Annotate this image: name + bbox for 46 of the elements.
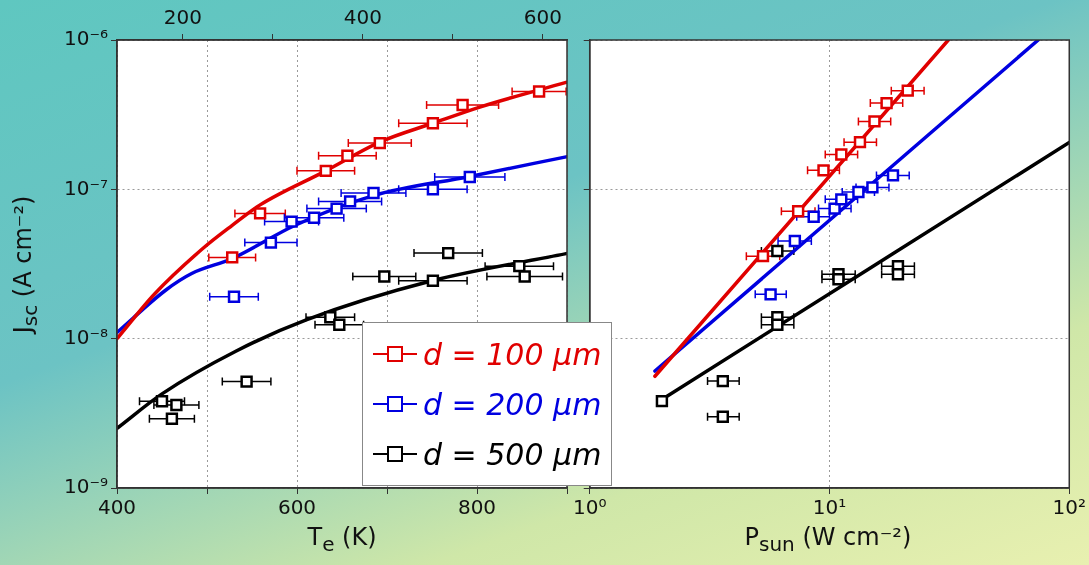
- point: [341, 149, 354, 162]
- point: [378, 270, 391, 283]
- point: [324, 311, 337, 324]
- point: [343, 195, 357, 208]
- legend-label: d = 200 μm: [423, 386, 602, 422]
- y-tick-label: 10⁻⁷: [63, 175, 108, 200]
- point: [226, 251, 239, 264]
- point: [367, 186, 380, 200]
- x-tick-label: 800: [457, 495, 497, 520]
- x2-tick-label: 200: [163, 5, 202, 30]
- line-series: [117, 155, 567, 335]
- point: [463, 170, 476, 184]
- point: [513, 259, 526, 273]
- point: [227, 290, 241, 303]
- point: [333, 318, 346, 331]
- point: [240, 375, 253, 388]
- legend-label: d = 500 μm: [423, 436, 602, 472]
- point: [456, 98, 469, 112]
- point: [330, 202, 343, 215]
- x-tick-label: 10²: [1052, 495, 1086, 520]
- x-tick-label: 10¹: [812, 495, 847, 520]
- point: [532, 85, 546, 98]
- point: [319, 164, 332, 178]
- point: [373, 136, 386, 150]
- point: [253, 207, 267, 220]
- point: [518, 270, 531, 283]
- point: [264, 236, 278, 249]
- point: [426, 117, 440, 130]
- x-tick-label: 600: [277, 495, 317, 520]
- x2-tick-label: 400: [343, 5, 382, 30]
- point: [442, 246, 455, 260]
- point: [165, 412, 179, 425]
- line-series: [117, 80, 567, 341]
- point: [170, 398, 183, 412]
- point: [307, 211, 321, 224]
- y-tick-label: 10⁻⁸: [63, 324, 108, 349]
- legend-label: d = 100 μm: [423, 336, 602, 372]
- y-tick-label: 10⁻⁶: [63, 26, 108, 51]
- point: [155, 395, 169, 408]
- point: [285, 215, 298, 228]
- x2-tick-label: 600: [523, 5, 562, 30]
- point: [426, 274, 440, 288]
- point: [426, 183, 440, 196]
- x-axis-title: P$_{sun}$ (W cm⁻²): [744, 523, 912, 556]
- x-tick-label: 10⁰: [573, 495, 607, 520]
- x-axis-title: T$_{e}$ (K): [307, 523, 377, 556]
